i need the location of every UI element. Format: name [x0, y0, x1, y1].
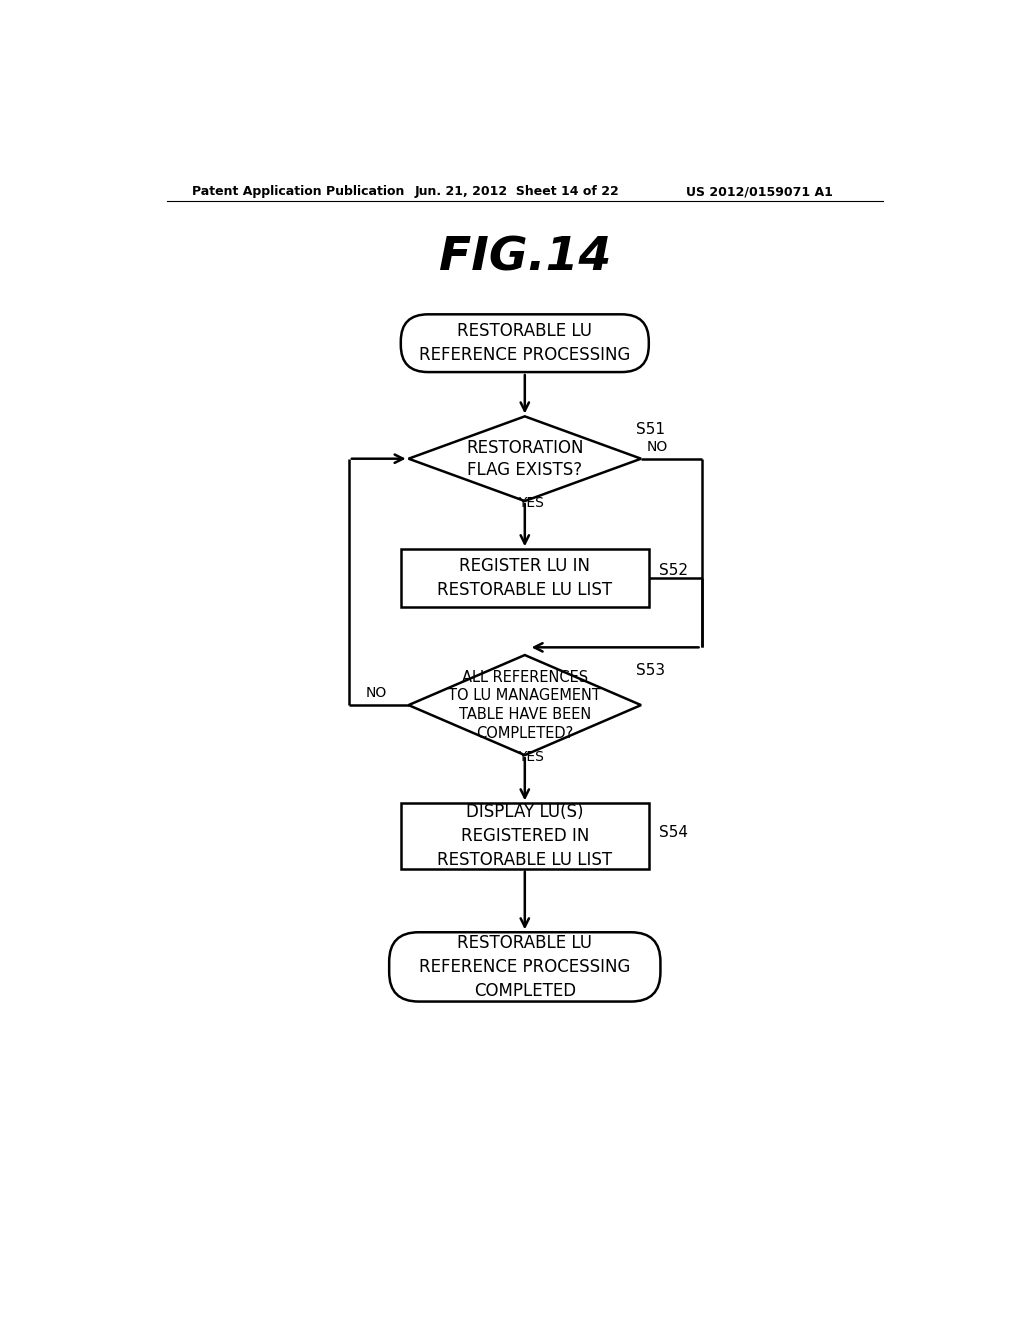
FancyBboxPatch shape [389, 932, 660, 1002]
Text: FIG.14: FIG.14 [438, 235, 611, 280]
Text: RESTORABLE LU
REFERENCE PROCESSING: RESTORABLE LU REFERENCE PROCESSING [419, 322, 631, 364]
Text: ALL REFERENCES
TO LU MANAGEMENT
TABLE HAVE BEEN
COMPLETED?: ALL REFERENCES TO LU MANAGEMENT TABLE HA… [449, 669, 601, 741]
Bar [400, 804, 649, 869]
Text: REGISTER LU IN
RESTORABLE LU LIST: REGISTER LU IN RESTORABLE LU LIST [437, 557, 612, 599]
Text: NO: NO [366, 686, 387, 701]
Text: RESTORABLE LU
REFERENCE PROCESSING
COMPLETED: RESTORABLE LU REFERENCE PROCESSING COMPL… [419, 935, 631, 999]
Text: S51: S51 [636, 422, 665, 437]
Text: S52: S52 [658, 562, 688, 578]
FancyBboxPatch shape [400, 314, 649, 372]
Text: NO: NO [646, 440, 668, 454]
Text: DISPLAY LU(S)
REGISTERED IN
RESTORABLE LU LIST: DISPLAY LU(S) REGISTERED IN RESTORABLE L… [437, 804, 612, 869]
Text: S53: S53 [636, 663, 665, 678]
Polygon shape [409, 655, 641, 755]
Text: YES: YES [518, 496, 544, 511]
Text: YES: YES [518, 750, 544, 764]
Text: S54: S54 [658, 825, 688, 840]
Text: Jun. 21, 2012  Sheet 14 of 22: Jun. 21, 2012 Sheet 14 of 22 [415, 185, 620, 198]
Polygon shape [409, 416, 641, 502]
Text: Patent Application Publication: Patent Application Publication [191, 185, 403, 198]
Text: RESTORATION
FLAG EXISTS?: RESTORATION FLAG EXISTS? [466, 438, 584, 479]
Text: US 2012/0159071 A1: US 2012/0159071 A1 [686, 185, 833, 198]
Bar [400, 549, 649, 607]
